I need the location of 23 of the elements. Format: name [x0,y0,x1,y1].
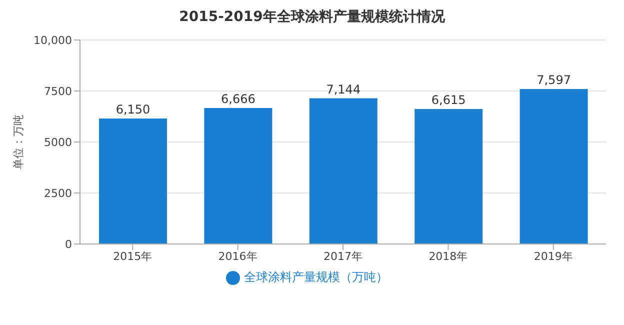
bar [99,118,167,244]
x-tick-label: 2018年 [428,250,468,263]
y-tick-label: 10,000 [34,34,72,47]
x-tick-label: 2015年 [113,250,152,263]
legend-label: 全球涂料产量规模（万吨） [244,270,388,284]
data-label: 6,615 [431,93,466,108]
bar [204,108,272,244]
chart-title: 2015-2019年全球涂料产量规模统计情况 [178,8,446,26]
y-axis-title: 单位：万吨 [12,114,25,170]
bar [414,109,483,244]
x-tick-label: 2017年 [324,250,362,263]
y-tick-label: 2500 [44,186,72,200]
data-label: 7,597 [536,73,571,88]
data-label: 7,144 [326,82,361,96]
y-tick-label: 0 [65,238,72,251]
x-tick-label: 2016年 [218,250,258,263]
x-tick-label: 2019年 [534,250,573,263]
y-tick-label: 7500 [44,84,72,98]
y-tick-label: 5000 [44,136,72,149]
data-label: 6,150 [116,102,150,117]
bar [309,98,378,244]
data-label: 6,666 [221,92,256,106]
bar [520,89,588,244]
